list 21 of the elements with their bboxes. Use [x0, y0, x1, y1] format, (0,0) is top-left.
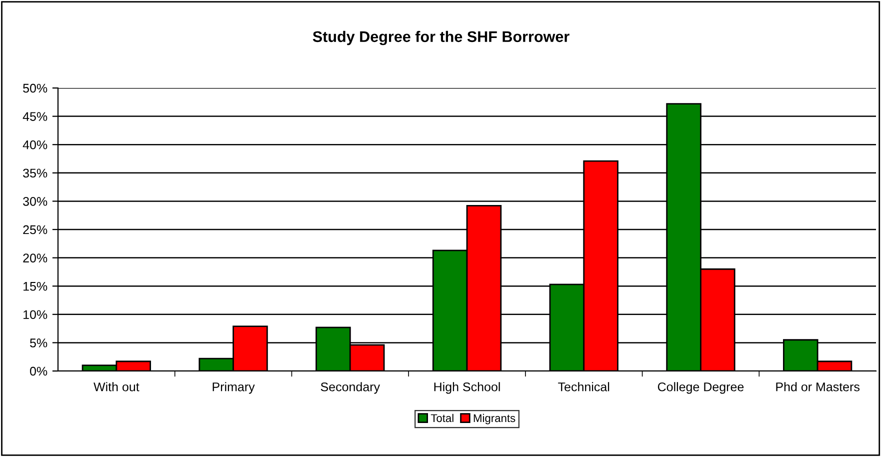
x-tick-label: With out — [94, 382, 140, 392]
legend-label: Migrants — [474, 414, 516, 424]
y-tick-label: 30% — [23, 197, 48, 206]
y-tick-label: 25% — [23, 225, 48, 234]
y-tick-label: 20% — [23, 254, 48, 262]
y-tick-label: 50% — [23, 84, 48, 93]
x-tick-label: Secondary — [320, 382, 380, 394]
y-tick-label: 45% — [22, 112, 48, 121]
y-tick-label: 5% — [30, 338, 48, 348]
x-tick-label: College Degree — [658, 382, 744, 394]
x-tick-label: Phd or Masters — [776, 382, 860, 392]
x-tick-label: High School — [434, 382, 500, 394]
y-tick-label: 10% — [24, 310, 48, 320]
y-tick-label: 35% — [23, 168, 48, 178]
x-tick-label: Technical — [558, 382, 610, 392]
chart-title: Study Degree for the SHF Borrower — [312, 30, 570, 46]
x-tick-label: Primary — [212, 382, 255, 394]
y-tick-label: 15% — [24, 282, 48, 291]
y-tick-label: 40% — [22, 140, 48, 150]
y-tick-label: 0% — [30, 366, 48, 376]
legend-label: Total — [430, 414, 454, 422]
